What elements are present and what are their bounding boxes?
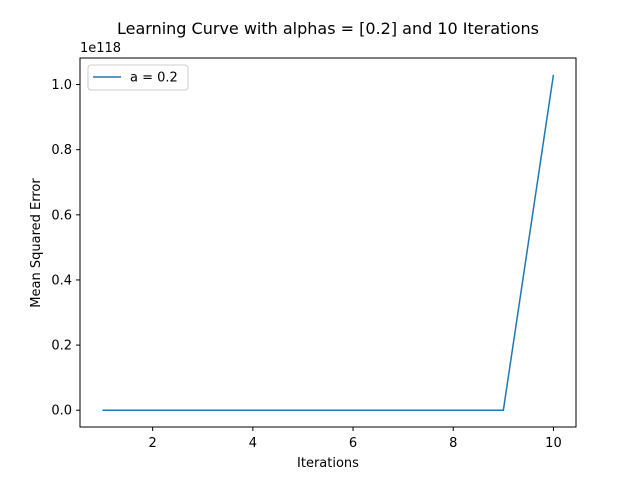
y-tick-label: 1.0 xyxy=(51,78,72,93)
y-tick-label: 0.8 xyxy=(51,143,72,158)
y-tick-label: 0.6 xyxy=(51,208,72,223)
plot-area xyxy=(102,74,555,411)
series-line-0 xyxy=(102,74,555,411)
axes-frame xyxy=(79,57,577,428)
legend-frame xyxy=(87,64,189,91)
axes: 2 4 6 8 10 0.0 0.2 0.4 0.6 0.8 1.0 xyxy=(51,57,577,451)
chart-title: Learning Curve with alphas = [0.2] and 1… xyxy=(117,19,539,38)
y-axis-label: Mean Squared Error xyxy=(29,178,44,308)
y-tick-label: 0.4 xyxy=(51,273,72,288)
legend-label: a = 0.2 xyxy=(130,71,178,86)
x-tick-label: 10 xyxy=(545,436,562,451)
x-tick-label: 4 xyxy=(249,436,257,451)
legend: a = 0.2 xyxy=(87,64,189,91)
x-tick-label: 6 xyxy=(349,436,357,451)
x-tick-label: 8 xyxy=(449,436,457,451)
x-tick-label: 2 xyxy=(149,436,157,451)
x-axis-label: Iterations xyxy=(297,456,359,471)
y-tick-label: 0.0 xyxy=(51,404,72,419)
y-tick-label: 0.2 xyxy=(51,339,72,354)
y-offset-label: 1e118 xyxy=(80,41,121,56)
